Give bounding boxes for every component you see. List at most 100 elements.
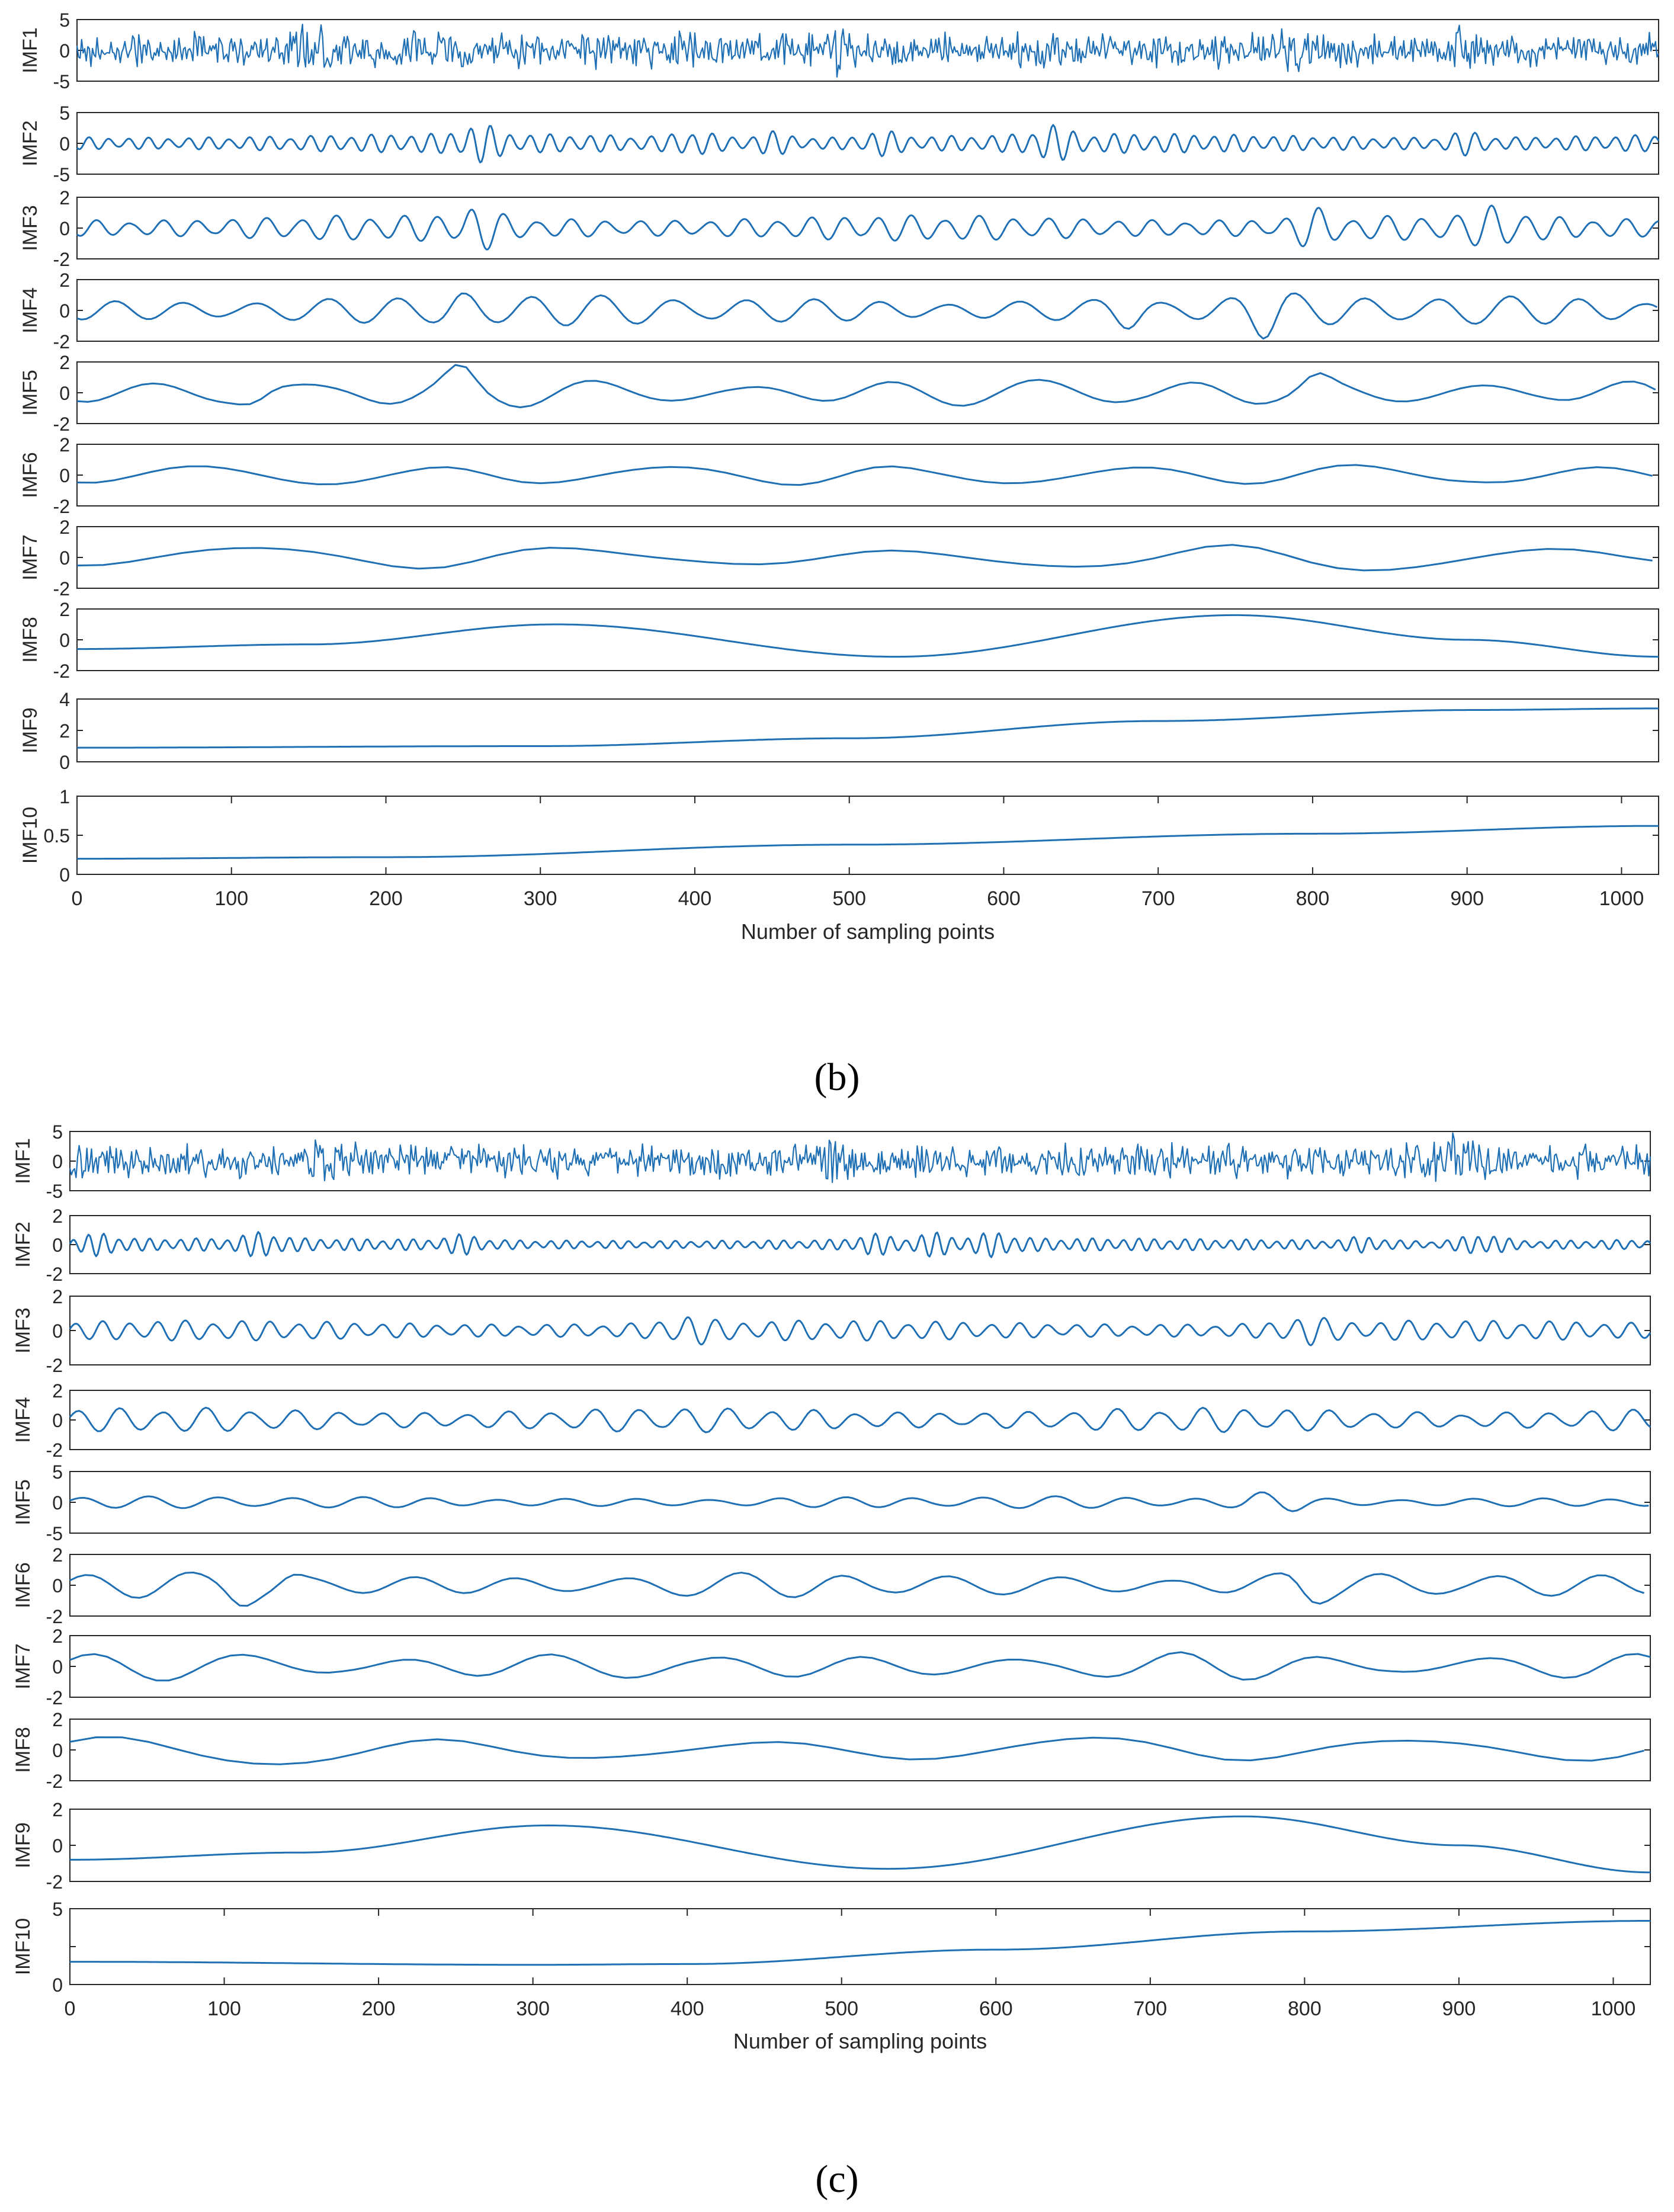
panel-ylabel: IMF10	[19, 807, 41, 864]
x-tick-label: 300	[524, 887, 557, 910]
y-tick-label: 2	[59, 270, 70, 291]
x-tick-label: 600	[979, 1998, 1013, 2020]
panel-ylabel: IMF6	[12, 1562, 34, 1608]
y-tick-label: -2	[46, 1440, 63, 1461]
y-tick-label: 2	[52, 1380, 63, 1402]
panel-axes-box	[76, 197, 1659, 259]
y-tick-label: 5	[52, 1461, 63, 1483]
panel-ylabel: IMF7	[19, 534, 41, 580]
series-line-imf2	[76, 124, 1660, 164]
subfigure-label: (b)	[814, 1056, 860, 1099]
y-tick-label: 0	[52, 1235, 63, 1256]
series-line-imf4	[76, 292, 1658, 340]
y-tick-label: -5	[53, 71, 70, 92]
panel-imf3: 2 0 -2 IMF3	[12, 1286, 1651, 1376]
series-line-imf3	[76, 204, 1659, 251]
y-tick-label: -5	[53, 164, 70, 185]
panel-ylabel: IMF9	[19, 707, 41, 753]
panel-imf10: 5 0 IMF10	[12, 1899, 1651, 1996]
y-tick-label: 0	[59, 864, 70, 886]
x-tick-label: 300	[516, 1998, 550, 2020]
x-tick-label: 0	[72, 887, 83, 910]
panel-ylabel: IMF9	[12, 1822, 34, 1868]
series-line-imf10	[70, 1920, 1650, 1966]
y-tick-label: 5	[52, 1121, 63, 1143]
series-line-imf1	[69, 1132, 1651, 1183]
y-tick-label: -2	[46, 1264, 63, 1285]
panel-imf1: 5 0 -5 IMF1	[19, 9, 1660, 92]
subfigure-b: 5 0 -5 IMF1 5 0 -5 IMF2 2 0 -2 IMF3 2 0 -2 IMF4 2 0 -2 IMF5…	[19, 9, 1660, 1099]
y-tick-label: 2	[59, 517, 70, 538]
panel-ylabel: IMF3	[19, 205, 41, 251]
panel-ylabel: IMF10	[12, 1918, 34, 1975]
y-tick-label: -2	[46, 1871, 63, 1893]
panel-ylabel: IMF5	[19, 370, 41, 415]
y-tick-label: 2	[59, 434, 70, 456]
series-line-imf2	[69, 1231, 1651, 1258]
panel-imf8: 2 0 -2 IMF8	[19, 599, 1659, 682]
x-tick-label: 0	[65, 1998, 76, 2020]
y-tick-label: 2	[52, 1286, 63, 1307]
x-axis-label: Number of sampling points	[741, 919, 995, 944]
series-line-imf6	[69, 1572, 1645, 1607]
panel-imf5: 5 0 -5 IMF5	[12, 1461, 1651, 1544]
y-tick-label: 0	[52, 1410, 63, 1431]
panel-axes-box	[76, 526, 1659, 589]
y-tick-label: 2	[52, 1626, 63, 1647]
y-tick-label: 0	[59, 300, 70, 322]
panel-imf3: 2 0 -2 IMF3	[19, 187, 1659, 270]
panel-ylabel: IMF6	[19, 452, 41, 498]
panel-axes-box	[69, 1809, 1651, 1882]
y-tick-label: 4	[59, 689, 70, 710]
y-tick-label: -5	[46, 1523, 63, 1544]
y-tick-label: 2	[52, 1799, 63, 1820]
y-tick-label: 0.5	[44, 825, 70, 847]
panel-ylabel: IMF5	[12, 1479, 34, 1525]
y-tick-label: -2	[46, 1606, 63, 1627]
panel-imf6: 2 0 -2 IMF6	[19, 434, 1659, 517]
panel-axes-box	[69, 1719, 1651, 1781]
y-tick-label: -2	[53, 413, 70, 435]
y-tick-label: -2	[46, 1355, 63, 1376]
panel-axes-box	[69, 1215, 1651, 1274]
y-tick-label: 0	[52, 1575, 63, 1597]
series-line-imf8	[69, 1736, 1644, 1765]
panel-ylabel: IMF8	[19, 617, 41, 662]
y-tick-label: -5	[46, 1181, 63, 1202]
x-tick-label: 900	[1442, 1998, 1476, 2020]
panel-ylabel: IMF2	[19, 120, 41, 166]
x-tick-label: 600	[987, 887, 1021, 910]
y-tick-label: 2	[59, 720, 70, 742]
y-tick-label: 0	[59, 40, 70, 62]
x-tick-label: 700	[1133, 1998, 1167, 2020]
panel-imf6: 2 0 -2 IMF6	[12, 1544, 1651, 1627]
y-tick-label: 0	[52, 1492, 63, 1514]
y-tick-label: 0	[59, 752, 70, 773]
y-tick-label: 2	[59, 599, 70, 620]
x-axis-label: Number of sampling points	[733, 2029, 987, 2053]
y-tick-label: 0	[59, 218, 70, 239]
panel-ylabel: IMF8	[12, 1727, 34, 1772]
y-tick-label: 2	[59, 187, 70, 209]
x-tick-label: 900	[1450, 887, 1484, 910]
panel-imf2: 2 0 -2 IMF2	[12, 1206, 1651, 1285]
series-line-imf9	[70, 1815, 1651, 1874]
y-tick-label: 2	[52, 1544, 63, 1566]
x-tick-label: 1000	[1591, 1998, 1636, 2020]
x-tick-label: 700	[1141, 887, 1175, 910]
panel-axes-box	[76, 698, 1659, 762]
panel-ylabel: IMF2	[12, 1222, 34, 1267]
y-tick-label: 0	[52, 1835, 63, 1857]
panel-imf8: 2 0 -2 IMF8	[12, 1709, 1651, 1792]
series-line-imf10	[77, 825, 1659, 860]
panel-ylabel: IMF7	[12, 1643, 34, 1689]
y-tick-label: 2	[52, 1709, 63, 1730]
y-tick-label: 0	[59, 133, 70, 155]
y-tick-label: 2	[52, 1206, 63, 1227]
y-tick-label: 5	[52, 1899, 63, 1920]
x-tick-label: 200	[362, 1998, 396, 2020]
y-tick-label: 0	[52, 1151, 63, 1172]
subfigure-label: (c)	[815, 2157, 858, 2201]
x-tick-label: 1000	[1599, 887, 1644, 910]
